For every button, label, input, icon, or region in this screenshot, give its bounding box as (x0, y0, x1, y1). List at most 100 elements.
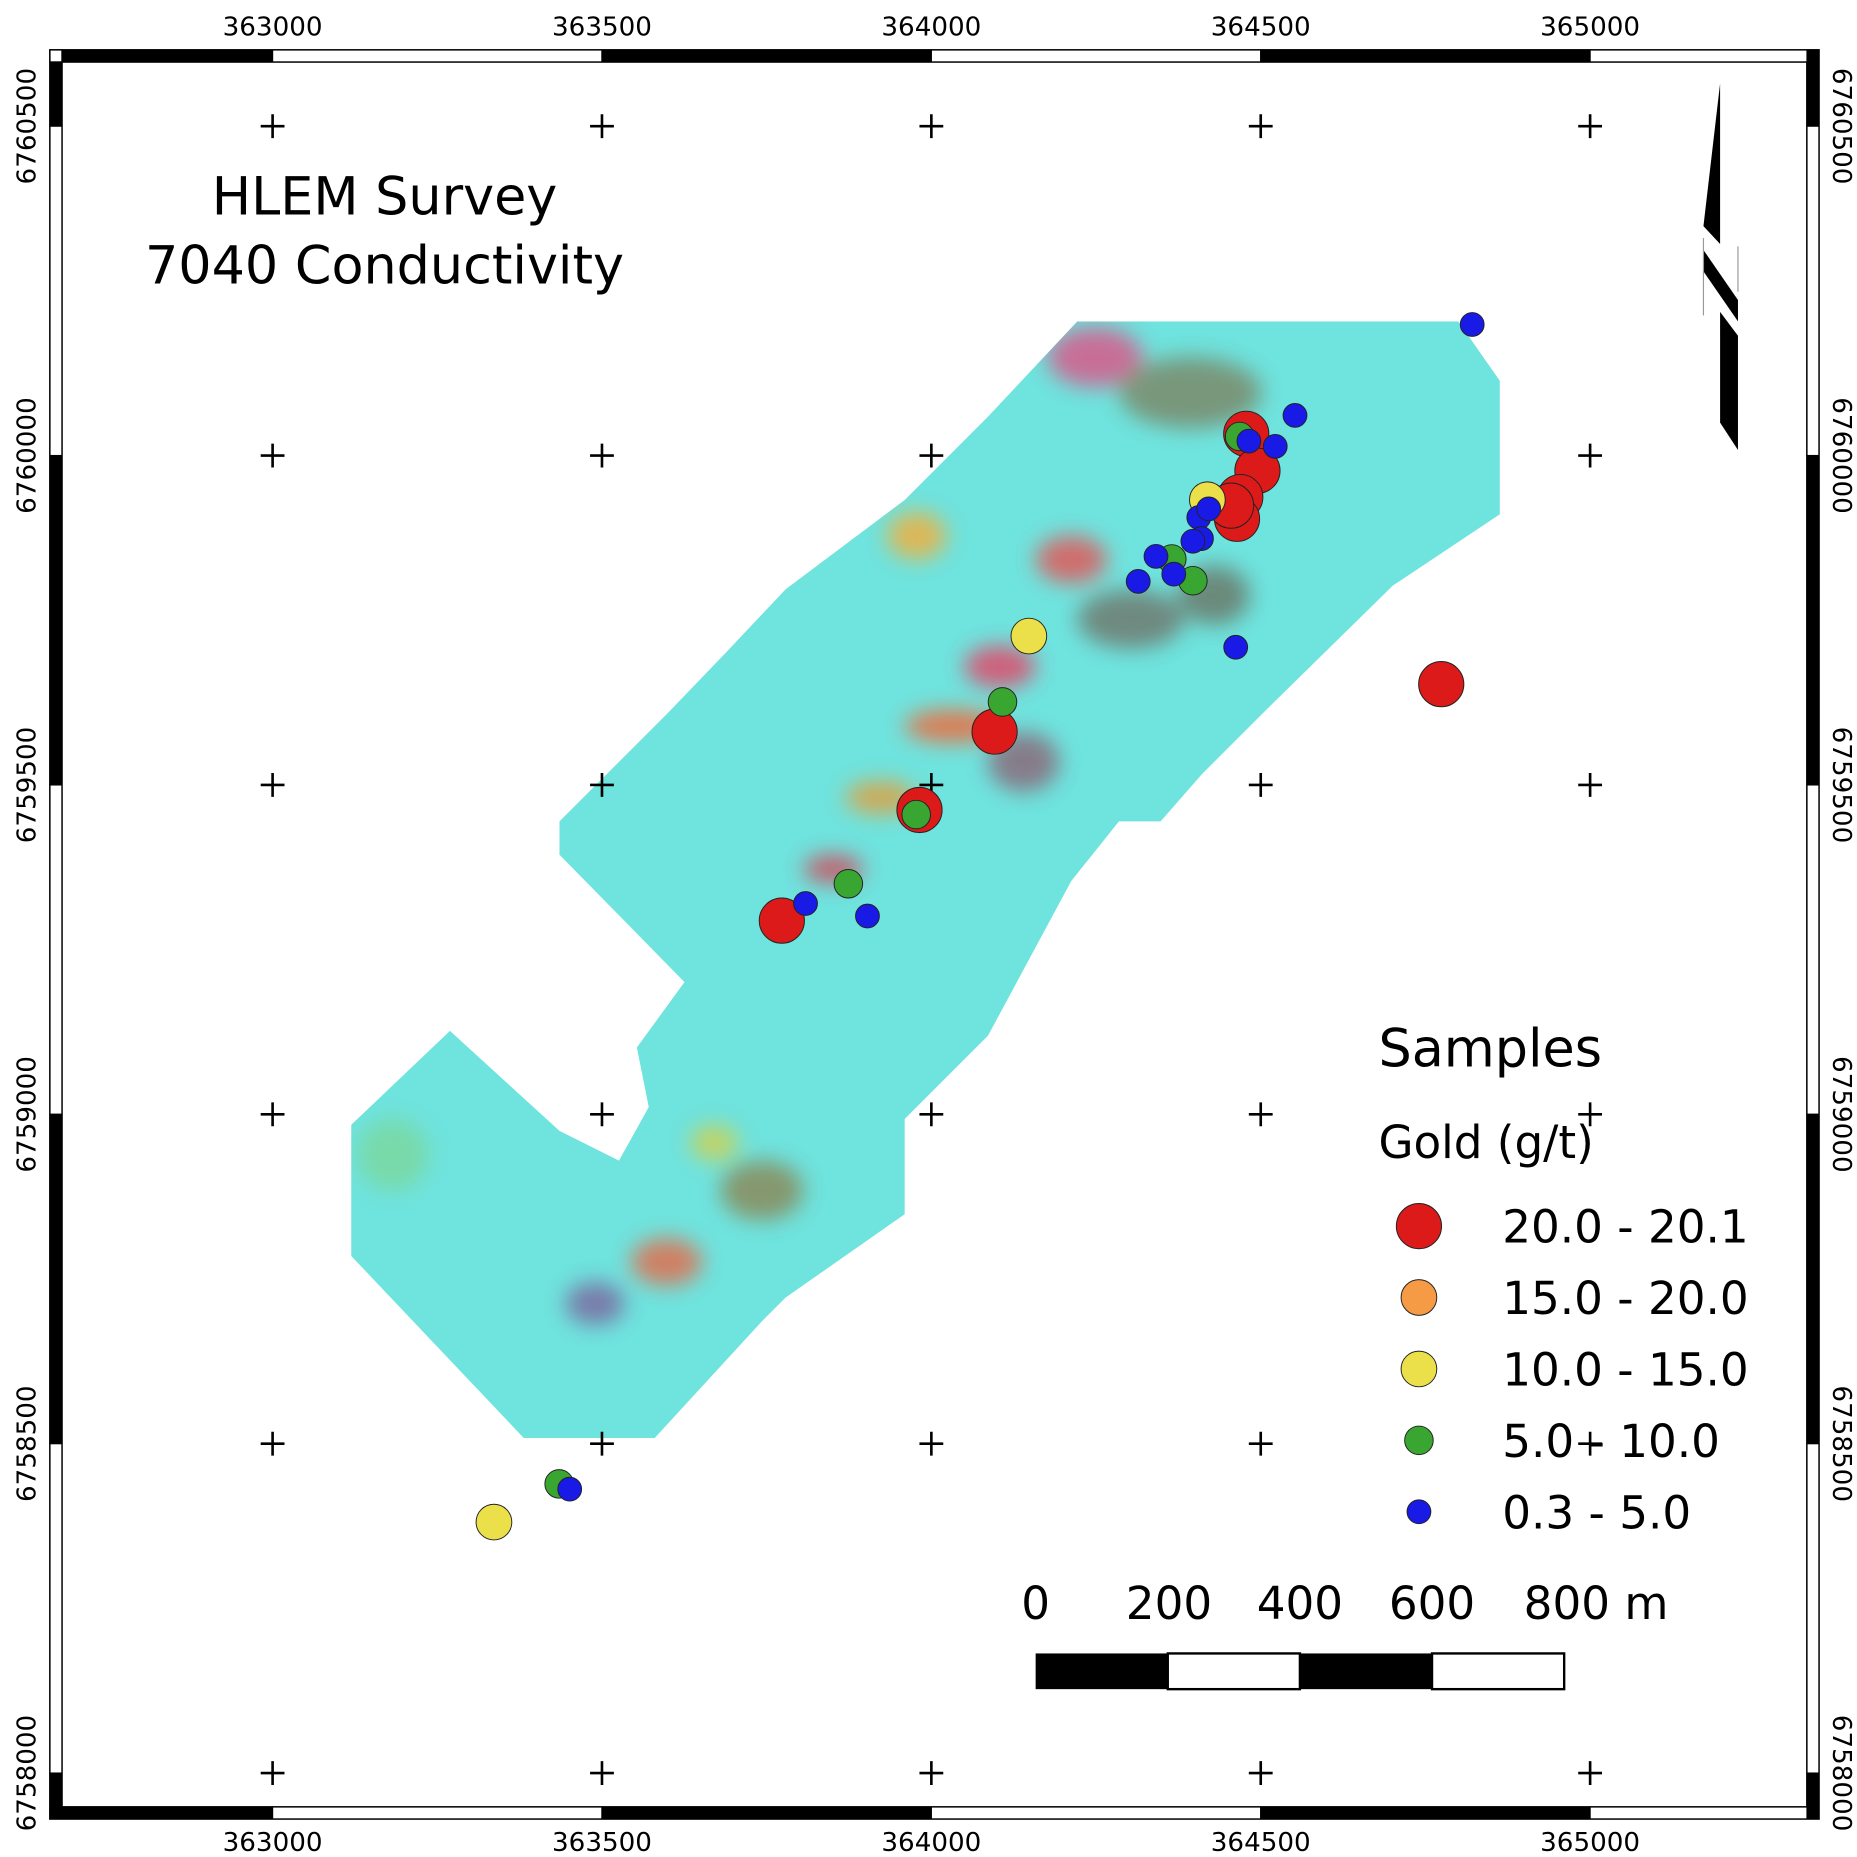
y-tick-label-right: 6759500 (1826, 727, 1856, 844)
sample-point (557, 1476, 583, 1502)
grid-cross-icon (1578, 1431, 1603, 1456)
map-frame (49, 49, 1820, 1820)
y-tick-label-left: 6758500 (13, 1385, 43, 1502)
title-line-1: HLEM Survey (212, 166, 558, 227)
frame-segment (601, 1806, 932, 1820)
legend-subheading: Gold (g/t) (1378, 1116, 1593, 1169)
grid-cross-icon (590, 773, 614, 797)
grid-crosses (260, 114, 1603, 1785)
sample-point (793, 891, 818, 916)
legend-heading: Samples (1378, 1019, 1602, 1080)
grid-cross-icon (590, 443, 614, 468)
legend-symbol-icon (1406, 1499, 1432, 1525)
legend-label: 10.0 - 15.0 (1502, 1344, 1748, 1397)
sample-point (1223, 634, 1249, 660)
scale-label-0: 0 (1021, 1577, 1050, 1630)
sample-point (901, 799, 931, 830)
scale-label-800: 800 m (1524, 1577, 1669, 1630)
frame-segment (272, 49, 603, 63)
y-tick-label-right: 6758500 (1826, 1385, 1856, 1502)
frame-segment (49, 454, 63, 786)
frame-segment (1589, 49, 1820, 63)
grid-cross-icon (1248, 1102, 1273, 1127)
frame-segment (49, 1772, 63, 1820)
sample-point (1143, 543, 1169, 569)
frame-segment (930, 49, 1262, 63)
y-tick-label-right: 6758000 (1826, 1715, 1856, 1832)
sample-point (1418, 661, 1465, 708)
frame-segment (1806, 1113, 1820, 1445)
frame-segment (1806, 49, 1820, 127)
legend-symbol-icon (1400, 1279, 1438, 1316)
x-tick-label-bottom: 365000 (1540, 1828, 1640, 1857)
grid-cross-icon (590, 1431, 614, 1456)
sample-point (987, 687, 1018, 717)
grid-cross-icon (1578, 1761, 1603, 1785)
frame-segment (49, 1443, 63, 1774)
grid-cross-icon (260, 1102, 285, 1127)
legend: Samples Gold (g/t) 20.0 - 20.1 15.0 - 20.… (1378, 1019, 1748, 1540)
x-tick-label-bottom: 363500 (552, 1828, 652, 1857)
y-tick-label-left: 6759500 (13, 727, 43, 844)
sample-point (1459, 312, 1485, 337)
sample-point (1262, 433, 1288, 459)
y-tick-label-left: 6759000 (13, 1056, 43, 1173)
grid-cross-icon (919, 114, 944, 139)
grid-cross-icon (260, 1431, 285, 1456)
frame-segment (930, 1806, 1262, 1820)
grid-cross-icon (260, 443, 285, 468)
x-tick-label-bottom: 363000 (223, 1828, 323, 1857)
grid-cross-icon (1578, 114, 1603, 139)
y-tick-label-left: 6760500 (13, 68, 43, 185)
frame-segment (49, 1806, 274, 1820)
grid-cross-icon (1578, 773, 1603, 797)
grid-cross-icon (260, 773, 285, 797)
sample-point (855, 903, 880, 929)
grid-cross-icon (919, 1102, 944, 1127)
legend-label: 15.0 - 20.0 (1502, 1272, 1748, 1325)
grid-cross-icon (1248, 1761, 1273, 1785)
y-tick-label-right: 6760000 (1826, 397, 1856, 514)
grid-cross-icon (919, 1431, 944, 1456)
frame-segment (1260, 49, 1591, 63)
grid-cross-icon (919, 1761, 944, 1785)
frame-segment (1589, 1806, 1820, 1820)
grid-cross-icon (590, 1761, 614, 1785)
y-tick-label-left: 6760000 (13, 397, 43, 514)
x-tick-label-bottom: 364500 (1211, 1828, 1311, 1857)
x-tick-label-top: 365000 (1540, 13, 1640, 43)
frame-corner (49, 49, 63, 63)
sample-point (1282, 402, 1308, 428)
grid-cross-icon (1578, 443, 1603, 468)
legend-label: 5.0 - 10.0 (1502, 1415, 1720, 1468)
sample-point (1196, 496, 1222, 522)
grid-cross-icon (1248, 1431, 1273, 1456)
scale-label-400: 400 (1257, 1577, 1343, 1630)
sample-point (1125, 569, 1151, 594)
grid-cross-icon (919, 443, 944, 468)
sample-point (1180, 528, 1206, 554)
sample-point (1161, 561, 1187, 587)
frame-segment (49, 784, 63, 1115)
frame-segment (1806, 784, 1820, 1115)
grid-cross-icon (1578, 1102, 1603, 1127)
grid-cross-icon (1248, 114, 1273, 139)
conductivity-raster (351, 321, 1500, 1438)
x-tick-label-top: 363500 (552, 13, 652, 43)
sample-point (1236, 428, 1262, 454)
sample-point (833, 868, 864, 899)
map-title: HLEM Survey 7040 Conductivity (145, 166, 624, 296)
frame-segment (1260, 1806, 1591, 1820)
y-tick-label-right: 6760500 (1826, 68, 1856, 185)
grid-cross-icon (260, 1761, 285, 1785)
y-tick-label-right: 6759000 (1826, 1056, 1856, 1173)
sample-points (475, 312, 1485, 1541)
scale-bar: 0 200 400 600 800 m (1021, 1577, 1669, 1691)
frame-segment (1806, 1443, 1820, 1774)
legend-label: 0.3 - 5.0 (1502, 1486, 1691, 1539)
frame-segment (49, 1113, 63, 1445)
north-arrow-upper (1703, 83, 1721, 245)
frame-segment (272, 1806, 603, 1820)
coordinate-labels: 363000 363000 363500 363500 364000 364000 3645… (13, 13, 1856, 1857)
grid-cross-icon (590, 114, 614, 139)
